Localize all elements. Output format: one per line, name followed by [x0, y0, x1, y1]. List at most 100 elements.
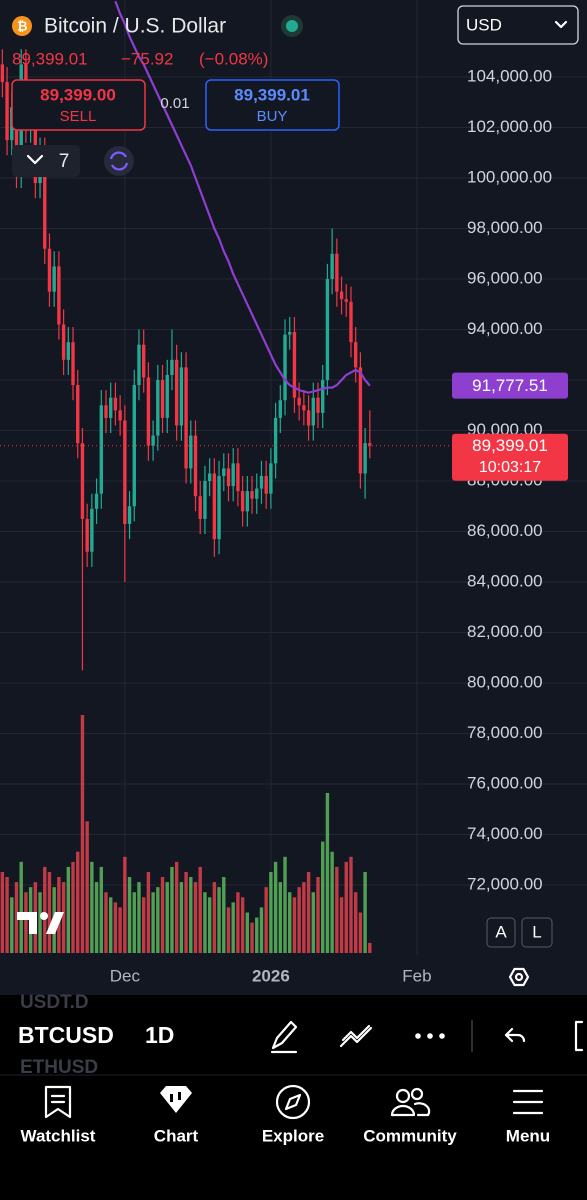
candle-body: [0, 64, 5, 83]
volume-bar: [132, 892, 136, 953]
draw-tool[interactable]: [270, 1020, 298, 1054]
candle-body: [14, 107, 19, 173]
candle-body: [132, 385, 136, 507]
candle-body: [207, 473, 212, 482]
volume-bar: [321, 841, 325, 953]
auto-button[interactable]: [486, 917, 516, 948]
chevron: [26, 154, 44, 165]
last-price: 89,399.01: [12, 49, 88, 68]
y-tick-label: 100,000.00: [467, 168, 552, 187]
volume-bar: [94, 882, 99, 953]
volume-bar: [85, 821, 89, 953]
candle-body: [193, 435, 198, 497]
candle-body: [283, 334, 287, 401]
volume-bar: [255, 917, 259, 953]
candle-body: [156, 380, 160, 436]
ma-tag: [452, 372, 568, 399]
nav-label[interactable]: Watchlist: [21, 1126, 96, 1145]
nav-label[interactable]: Chart: [154, 1126, 199, 1145]
refresh-button[interactable]: [104, 146, 134, 176]
volume-bar: [297, 887, 301, 953]
volume-bar: [302, 882, 306, 953]
log-button[interactable]: [521, 917, 553, 948]
moving-average: [114, 0, 371, 394]
candle-body: [170, 359, 174, 375]
candle-body: [250, 491, 254, 499]
candle-body: [358, 367, 363, 474]
currency-select[interactable]: [457, 5, 579, 45]
symbol-title: Bitcoin / U.S. Dollar: [44, 15, 226, 38]
community-icon-2: [410, 1087, 424, 1101]
watchlist-icon[interactable]: [44, 1085, 72, 1119]
nav-label[interactable]: Menu: [506, 1126, 550, 1145]
candle-body: [339, 291, 344, 300]
y-tick-label: 98,000.00: [467, 218, 543, 237]
more-dot: [427, 1033, 433, 1039]
candle-body: [368, 443, 372, 446]
settings-icon[interactable]: [508, 967, 530, 987]
x-tick-label: 2026: [252, 966, 290, 985]
candle-body: [123, 420, 127, 524]
volume-bar: [368, 942, 372, 953]
volume-bar: [174, 861, 179, 953]
more-dot[interactable]: [415, 1033, 421, 1039]
volume-bar: [311, 892, 315, 953]
candle-body: [184, 367, 188, 469]
sell-price: 89,399.00: [40, 85, 116, 104]
indicator-count: 7: [59, 151, 70, 172]
undo[interactable]: [504, 1027, 526, 1043]
candle-body: [353, 342, 358, 368]
fullscreen[interactable]: [574, 1020, 584, 1052]
indicators-toggle[interactable]: [12, 145, 80, 177]
candle-body: [113, 397, 118, 411]
volume-bar: [80, 715, 85, 953]
volume-bar: [160, 877, 165, 953]
volume-bar: [273, 861, 278, 953]
log-label: L: [532, 922, 541, 941]
y-tick-label: 78,000.00: [467, 723, 543, 742]
sell-button[interactable]: [11, 79, 146, 131]
y-tick-label: 76,000.00: [467, 774, 543, 793]
volume-bar: [292, 897, 297, 953]
volume-bar: [344, 861, 348, 953]
chart-icon[interactable]: [160, 1086, 192, 1113]
candle-body: [33, 97, 38, 184]
chart-icon-bar: [178, 1092, 181, 1100]
interval[interactable]: 1D: [145, 1022, 174, 1048]
volume-bar: [245, 912, 250, 953]
candle-body: [94, 493, 99, 509]
nav-label[interactable]: Explore: [262, 1126, 324, 1145]
volume-bar: [137, 882, 141, 953]
explore-icon[interactable]: [275, 1084, 311, 1120]
candle-body: [311, 397, 315, 426]
candle-body: [363, 443, 367, 474]
settings-dot: [514, 972, 524, 982]
volume-bar: [123, 856, 127, 953]
candle-body: [118, 410, 122, 421]
sell-label: SELL: [60, 108, 97, 125]
candle-body: [71, 342, 75, 386]
volume-bar: [10, 897, 14, 953]
symbol[interactable]: BTCUSD: [18, 1022, 114, 1048]
y-tick-label: 74,000.00: [467, 824, 543, 843]
volume-bar: [61, 882, 66, 953]
candle-body: [109, 397, 113, 418]
line-tool[interactable]: [339, 1024, 373, 1048]
volume-bar: [170, 866, 174, 953]
buy-button[interactable]: [205, 79, 340, 131]
candle-body: [141, 344, 146, 378]
candle-body: [137, 344, 141, 386]
volume-bar: [240, 897, 245, 953]
volume-bar: [217, 887, 221, 953]
volume-bar: [339, 897, 344, 953]
volume-bar: [358, 912, 363, 953]
community-icon[interactable]: [395, 1088, 411, 1104]
volume-bar: [363, 871, 367, 953]
candle-body: [226, 468, 231, 487]
spread: 0.01: [160, 95, 189, 112]
change-pct: (−0.08%): [199, 49, 268, 68]
nav-label[interactable]: Community: [363, 1126, 457, 1145]
candle-body: [43, 152, 47, 249]
menu-icon[interactable]: [512, 1089, 544, 1115]
